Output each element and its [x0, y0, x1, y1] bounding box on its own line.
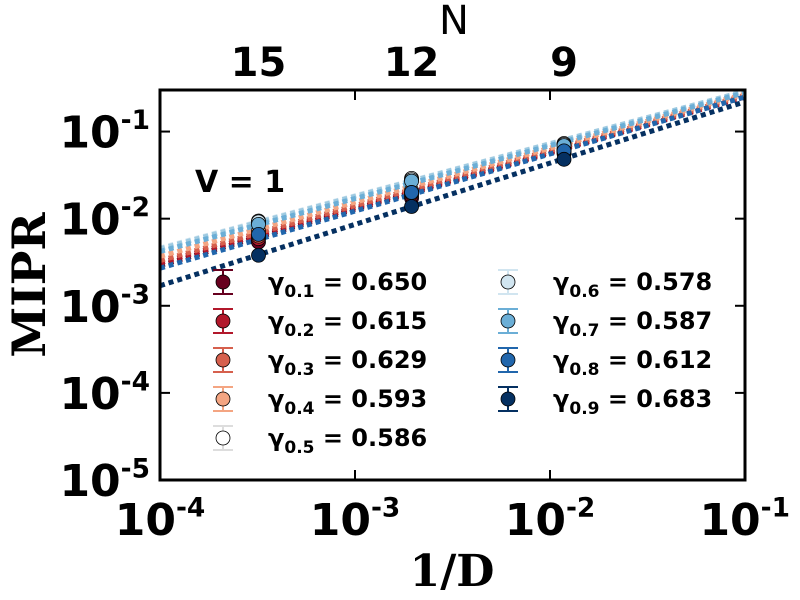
y-tick-label-3-exp: -3 [121, 279, 150, 310]
x-axis-label: 1/D [410, 546, 495, 597]
y-tick-label-4: 10-2 [59, 192, 150, 245]
y-tick-label-5: 10-1 [59, 105, 150, 158]
x-axis-ticks: 10-4 10-3 10-2 10-1 [115, 90, 790, 546]
legend-gamma-0.3: γ [268, 346, 284, 374]
x-tick-label-2-base: 10 [310, 495, 371, 546]
top-axis-ticks: 15 12 9 [231, 40, 578, 86]
point-0.9-1 [251, 247, 266, 263]
top-tick-label-2: 12 [384, 40, 440, 86]
data-points [251, 136, 572, 263]
legend-label-0.7: γ0.7 = 0.587 [553, 307, 712, 341]
legend-label-0.3: γ0.3 = 0.629 [268, 346, 427, 380]
x-tick-label-4-base: 10 [699, 495, 760, 546]
legend-marker-0.2 [215, 313, 231, 329]
legend-gamma-0.5: γ [268, 424, 284, 452]
legend-value-0.5: = 0.586 [314, 424, 427, 452]
legend-marker-0.1 [215, 274, 231, 290]
legend-label-0.4: γ0.4 = 0.593 [268, 385, 427, 419]
legend-sub-0.9: 0.9 [569, 399, 599, 419]
y-tick-label-2-exp: -4 [121, 366, 150, 397]
legend-label-0.8: γ0.8 = 0.612 [553, 346, 712, 380]
y-tick-label-5-base: 10 [59, 108, 120, 159]
legend-value-0.8: = 0.612 [599, 346, 712, 374]
point-0.9-3 [556, 151, 572, 167]
top-tick-label-3: 9 [550, 40, 578, 86]
x-tick-label-1-exp: -4 [176, 493, 205, 524]
y-axis-label: MIPR [2, 212, 56, 358]
legend-gamma-0.7: γ [553, 307, 569, 335]
plot-frame [158, 88, 747, 482]
y-tick-label-4-exp: -2 [121, 192, 150, 223]
x-tick-label-4: 10-1 [699, 493, 790, 546]
x-tick-label-3: 10-2 [505, 493, 596, 546]
y-tick-label-3-base: 10 [59, 282, 120, 333]
legend-sub-0.5: 0.5 [284, 438, 314, 458]
x-tick-label-4-exp: -1 [761, 493, 790, 524]
point-0.9-2 [404, 199, 419, 214]
legend-sub-0.2: 0.2 [284, 321, 314, 341]
x-tick-label-1-base: 10 [115, 495, 176, 546]
y-tick-label-1-exp: -5 [121, 454, 150, 485]
point-0.8-1 [251, 226, 266, 242]
legend-gamma-0.9: γ [553, 385, 569, 413]
y-tick-label-1: 10-5 [59, 454, 150, 507]
legend-value-0.2: = 0.615 [314, 307, 427, 335]
y-tick-label-4-base: 10 [59, 195, 120, 246]
y-tick-label-2: 10-4 [59, 366, 150, 419]
legend-marker-0.5 [215, 430, 231, 446]
top-tick-label-1: 15 [231, 40, 287, 86]
point-0.8-2 [404, 185, 419, 200]
x-tick-label-2-exp: -3 [371, 493, 400, 524]
legend-sub-0.3: 0.3 [284, 360, 314, 380]
legend-gamma-0.2: γ [268, 307, 284, 335]
legend-gamma-0.1: γ [268, 268, 284, 296]
legend-value-0.3: = 0.629 [314, 346, 427, 374]
legend-value-0.9: = 0.683 [599, 385, 712, 413]
legend-marker-0.7 [500, 313, 516, 329]
legend-gamma-0.8: γ [553, 346, 569, 374]
y-tick-label-3: 10-3 [59, 279, 150, 332]
legend-sub-0.1: 0.1 [284, 282, 314, 302]
y-tick-label-5-exp: -1 [121, 105, 150, 136]
legend-value-0.1: = 0.650 [314, 268, 427, 296]
top-axis-label: N [439, 0, 469, 44]
x-tick-label-1: 10-4 [115, 493, 206, 546]
legend-sub-0.8: 0.8 [569, 360, 599, 380]
y-tick-label-2-base: 10 [59, 369, 120, 420]
legend-label-0.6: γ0.6 = 0.578 [553, 268, 712, 302]
x-tick-label-2: 10-3 [310, 493, 401, 546]
legend-value-0.7: = 0.587 [599, 307, 712, 335]
x-tick-label-3-exp: -2 [566, 493, 595, 524]
legend-label-0.1: γ0.1 = 0.650 [268, 268, 427, 302]
legend-gamma-0.4: γ [268, 385, 284, 413]
legend-marker-0.9 [500, 391, 516, 407]
y-axis-ticks: 10-510-410-310-210-1 [59, 105, 745, 507]
y-tick-label-1-base: 10 [59, 456, 120, 507]
legend-label-0.5: γ0.5 = 0.586 [268, 424, 427, 458]
legend-gamma-0.6: γ [553, 268, 569, 296]
legend-marker-0.6 [500, 274, 516, 290]
legend-sub-0.6: 0.6 [569, 282, 599, 302]
legend-label-0.9: γ0.9 = 0.683 [553, 385, 712, 419]
legend-marker-0.4 [215, 391, 231, 407]
legend-sub-0.4: 0.4 [284, 399, 314, 419]
v-annotation: V = 1 [195, 165, 285, 200]
legend-label-0.2: γ0.2 = 0.615 [268, 307, 427, 341]
legend-marker-0.3 [215, 352, 231, 368]
x-tick-label-3-base: 10 [505, 495, 566, 546]
legend-marker-0.8 [500, 352, 516, 368]
legend-value-0.4: = 0.593 [314, 385, 427, 413]
legend-value-0.6: = 0.578 [599, 268, 712, 296]
legend-sub-0.7: 0.7 [569, 321, 599, 341]
